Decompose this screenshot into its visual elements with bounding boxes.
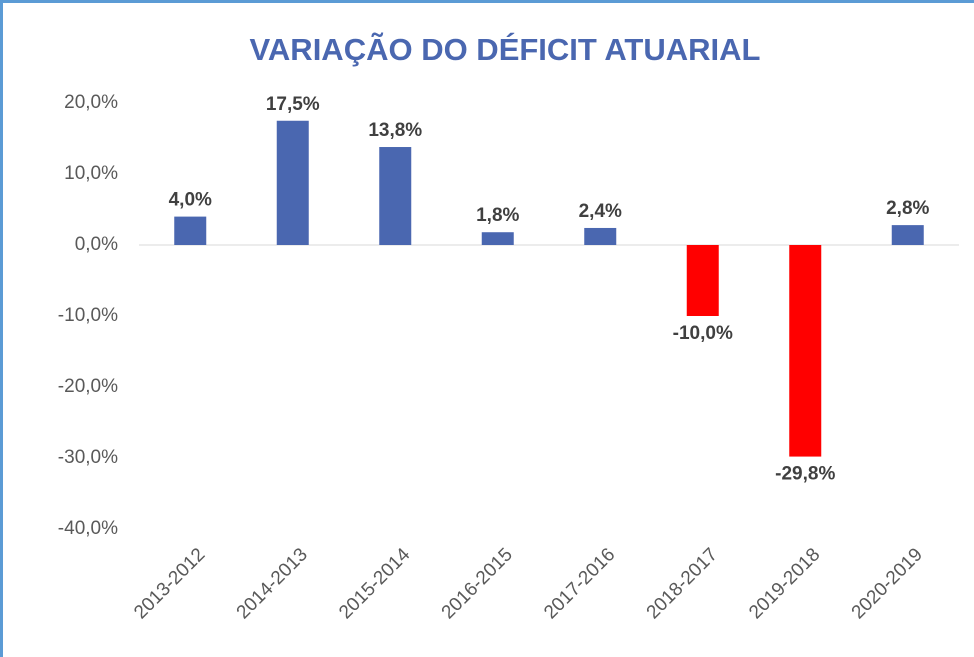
bar — [584, 227, 617, 245]
y-tick-label: -40,0% — [58, 518, 118, 539]
bar — [174, 216, 207, 245]
value-label: 13,8% — [368, 120, 422, 141]
value-label: 2,4% — [579, 201, 622, 222]
value-label: 17,5% — [266, 94, 320, 115]
value-label: 4,0% — [169, 190, 212, 211]
bar — [789, 245, 822, 457]
bar — [686, 245, 719, 316]
y-tick-label: -10,0% — [58, 305, 118, 326]
y-tick-label: 0,0% — [75, 234, 118, 255]
value-label: 1,8% — [476, 205, 519, 226]
y-tick-label: -20,0% — [58, 376, 118, 397]
bar — [379, 147, 412, 245]
chart-title: VARIAÇÃO DO DÉFICIT ATUARIAL — [250, 32, 761, 67]
y-tick-label: -30,0% — [58, 447, 118, 468]
y-tick-label: 10,0% — [64, 163, 118, 184]
value-label: -10,0% — [673, 323, 733, 344]
bar — [276, 120, 309, 245]
value-label: -29,8% — [775, 464, 835, 485]
bar — [481, 232, 514, 245]
value-label: 2,8% — [886, 198, 929, 219]
y-tick-label: 20,0% — [64, 92, 118, 113]
bar — [891, 225, 924, 245]
